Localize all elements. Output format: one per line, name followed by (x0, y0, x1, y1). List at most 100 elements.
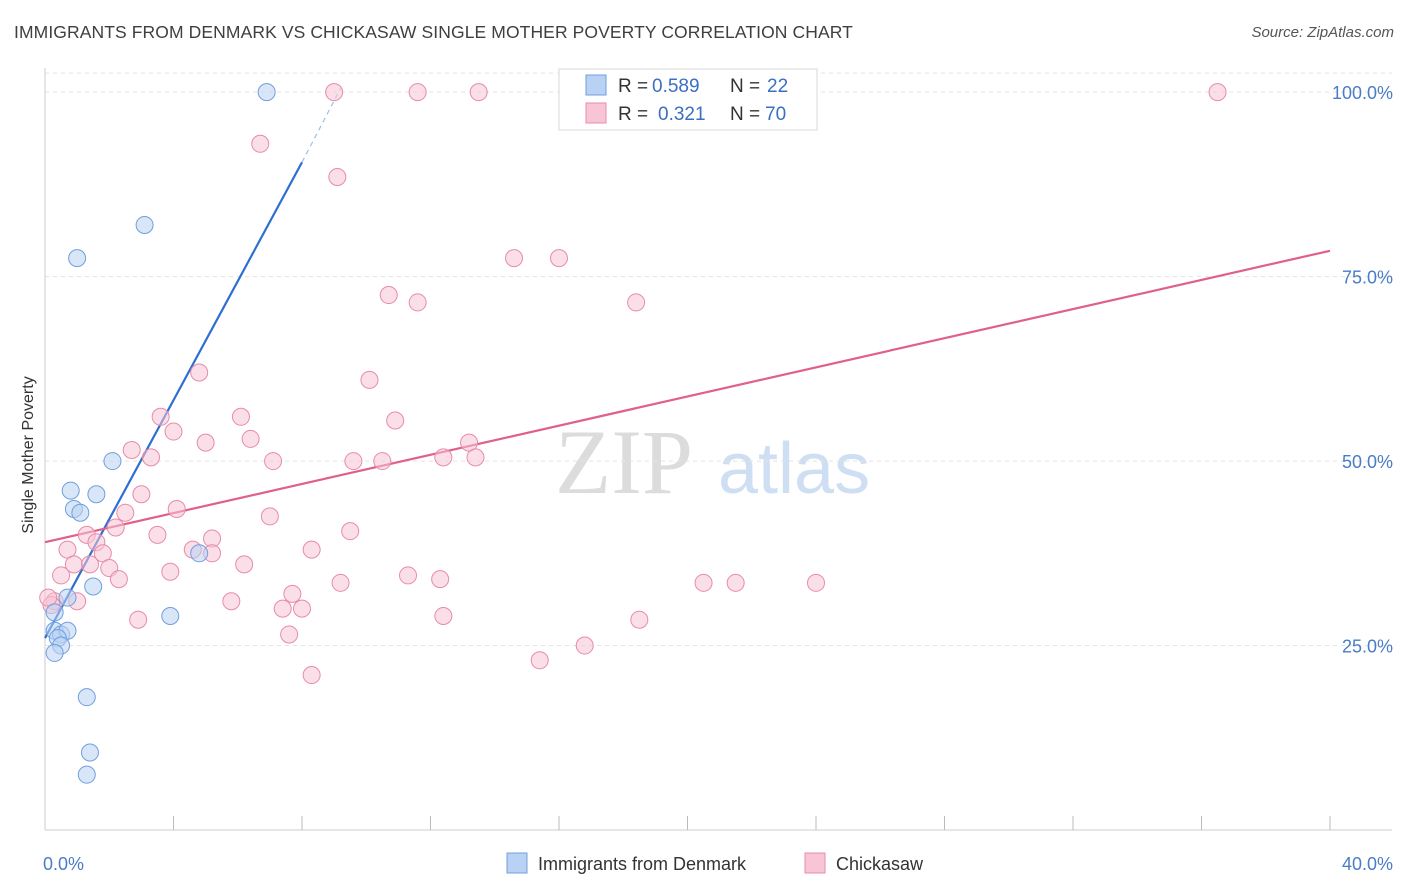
point-chickasaw-6 (505, 249, 524, 268)
point-chickasaw-29 (116, 503, 135, 522)
point-chickasaw-27 (132, 485, 151, 504)
point-chickasaw-12 (360, 370, 379, 389)
point-chickasaw-10 (627, 293, 646, 312)
legend-n-value-denmark: 22 (767, 76, 788, 97)
legend-r-value-denmark: 0.589 (652, 76, 700, 97)
point-chickasaw-28 (167, 500, 186, 519)
point-chickasaw-63 (630, 610, 649, 629)
point-denmark-7 (71, 503, 90, 522)
point-chickasaw-7 (550, 249, 568, 268)
point-chickasaw-0 (325, 83, 344, 102)
point-chickasaw-8 (379, 286, 398, 305)
legend-swatch-chickasaw (585, 102, 607, 124)
point-chickasaw-20 (122, 441, 141, 459)
point-chickasaw-60 (273, 599, 292, 618)
point-chickasaw-48 (109, 570, 128, 589)
source-credit: Source: ZipAtlas.com (1251, 24, 1394, 41)
point-denmark-3 (103, 452, 122, 471)
point-chickasaw-23 (466, 448, 485, 467)
y-tick-label-2: 75.0% (1342, 268, 1393, 288)
series-legend-swatch-denmark (506, 852, 528, 874)
point-chickasaw-30 (260, 507, 279, 526)
point-denmark-4 (61, 481, 80, 500)
point-chickasaw-33 (148, 525, 167, 544)
point-denmark-0 (257, 83, 276, 102)
point-chickasaw-40 (302, 540, 321, 559)
point-chickasaw-4 (251, 134, 270, 153)
point-chickasaw-24 (264, 452, 283, 471)
point-chickasaw-52 (694, 573, 713, 592)
y-tick-label-3: 100.0% (1332, 83, 1393, 103)
point-chickasaw-1 (408, 83, 427, 102)
point-chickasaw-31 (106, 518, 125, 537)
legend-swatch-denmark (585, 74, 607, 96)
data-points (39, 83, 1227, 784)
legend-r-value-chickasaw: 0.321 (658, 104, 706, 125)
point-denmark-19 (77, 688, 96, 707)
point-denmark-21 (77, 765, 96, 784)
point-chickasaw-59 (293, 599, 311, 618)
point-denmark-2 (68, 249, 87, 268)
point-chickasaw-16 (164, 422, 183, 441)
point-denmark-12 (45, 603, 64, 622)
legend-n-label-denmark: N = (730, 76, 760, 97)
legend-r-label-denmark: R = (618, 76, 648, 97)
point-chickasaw-25 (344, 452, 363, 471)
point-chickasaw-5 (328, 167, 347, 186)
trend-lines (44, 88, 1331, 639)
point-chickasaw-47 (52, 566, 71, 585)
x-tick-label-max: 40.0% (1342, 854, 1393, 874)
point-chickasaw-51 (331, 573, 350, 592)
point-chickasaw-46 (161, 562, 180, 581)
point-chickasaw-22 (434, 448, 453, 467)
point-chickasaw-34 (341, 522, 360, 541)
point-chickasaw-62 (434, 607, 453, 626)
point-chickasaw-3 (1208, 83, 1227, 102)
point-chickasaw-13 (151, 407, 170, 426)
point-denmark-20 (80, 743, 99, 762)
point-chickasaw-21 (142, 448, 161, 467)
point-chickasaw-64 (280, 625, 299, 644)
legend-n-label-chickasaw: N = (730, 104, 760, 125)
point-denmark-11 (161, 607, 180, 626)
point-chickasaw-18 (196, 433, 215, 452)
point-chickasaw-11 (190, 363, 209, 382)
axes (44, 68, 1392, 831)
point-chickasaw-17 (241, 429, 260, 448)
point-chickasaw-66 (530, 651, 549, 670)
y-tick-label-0: 25.0% (1342, 637, 1393, 657)
point-denmark-10 (58, 588, 77, 607)
watermark: ZIP atlas (555, 411, 870, 513)
point-chickasaw-43 (80, 555, 99, 574)
point-chickasaw-44 (235, 555, 254, 574)
legend-r-label-chickasaw: R = (618, 104, 648, 125)
series-legend-label-denmark: Immigrants from Denmark (538, 854, 747, 874)
point-chickasaw-55 (283, 584, 302, 603)
watermark-atlas: atlas (718, 429, 870, 509)
y-tick-label-1: 50.0% (1342, 452, 1393, 472)
series-legend: Immigrants from Denmark Chickasaw (506, 852, 924, 874)
point-chickasaw-61 (129, 610, 148, 629)
point-chickasaw-14 (231, 407, 250, 426)
x-tick-label-min: 0.0% (43, 854, 84, 874)
point-chickasaw-58 (222, 592, 241, 611)
point-denmark-1 (135, 215, 154, 234)
y-axis-label: Single Mother Poverty (20, 376, 37, 533)
point-denmark-9 (84, 577, 103, 596)
point-denmark-5 (87, 485, 106, 504)
tick-labels: 25.0% 50.0% 75.0% 100.0% 0.0% 40.0% (43, 83, 1393, 874)
point-chickasaw-9 (408, 293, 427, 312)
point-chickasaw-67 (302, 666, 321, 685)
trend-line-denmark-extension (301, 88, 342, 163)
point-denmark-8 (190, 544, 209, 563)
chart-title: IMMIGRANTS FROM DENMARK VS CHICKASAW SIN… (14, 22, 853, 42)
point-chickasaw-53 (726, 573, 745, 592)
point-chickasaw-2 (469, 83, 488, 102)
point-chickasaw-65 (575, 636, 594, 655)
legend-n-value-chickasaw: 70 (765, 104, 786, 125)
series-legend-swatch-chickasaw (804, 852, 826, 874)
stats-legend: R = 0.589 N = 22 R = 0.321 N = 70 (558, 68, 818, 131)
series-legend-label-chickasaw: Chickasaw (836, 854, 924, 874)
trend-line-chickasaw (44, 249, 1331, 544)
